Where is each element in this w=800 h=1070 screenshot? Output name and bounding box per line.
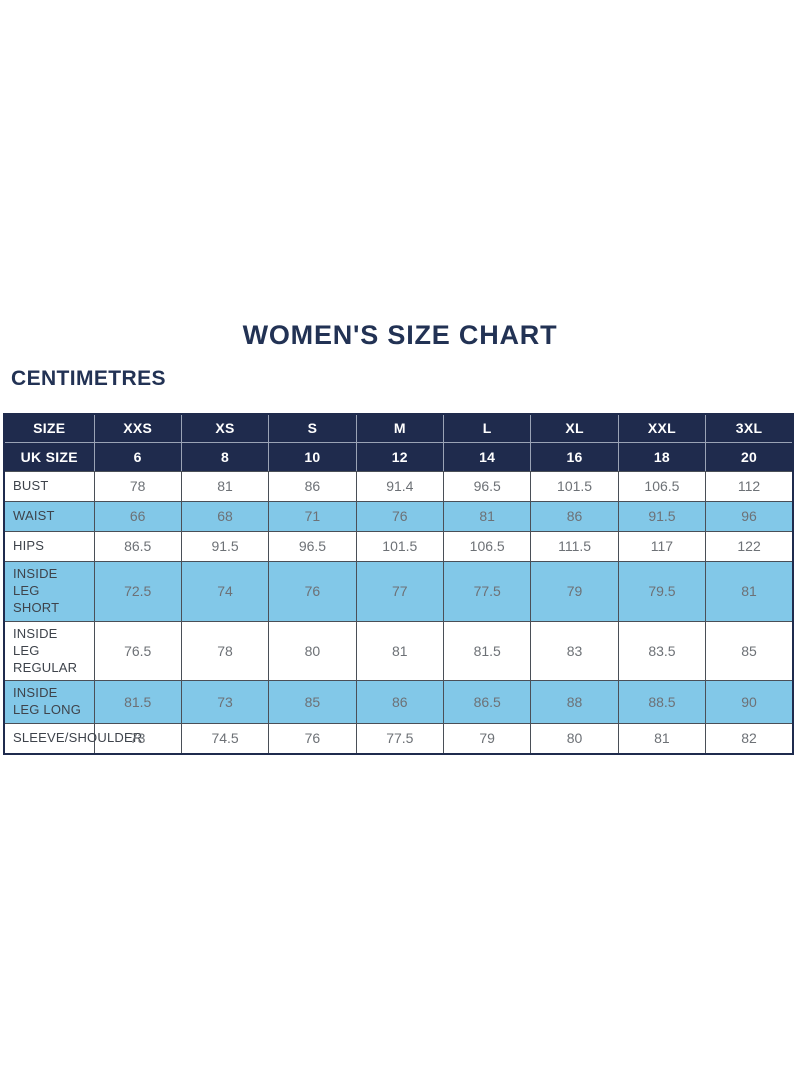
value-cell: 91.5 xyxy=(180,531,270,563)
value-cell: 91.4 xyxy=(355,471,445,503)
value-cell: 72.5 xyxy=(93,561,182,622)
value-cell: 81 xyxy=(180,471,270,503)
value-cell: 90 xyxy=(705,680,794,725)
value-cell: 77.5 xyxy=(442,561,532,622)
value-cell: 82 xyxy=(705,723,794,755)
value-cell: 73 xyxy=(93,723,182,755)
row-label: INSIDE LEG SHORT xyxy=(3,561,95,622)
size-header-cell: S xyxy=(268,413,357,444)
value-cell: 77 xyxy=(355,561,445,622)
value-cell: 76 xyxy=(355,501,445,533)
uk-size-cell: 16 xyxy=(530,442,619,473)
value-cell: 88.5 xyxy=(617,680,707,725)
value-cell: 66 xyxy=(93,501,182,533)
value-cell: 77.5 xyxy=(355,723,445,755)
value-cell: 122 xyxy=(705,531,794,563)
row-label: BUST xyxy=(3,471,95,503)
measurement-row: WAIST 66 68 71 76 81 86 91.5 96 xyxy=(3,501,794,533)
value-cell: 83.5 xyxy=(617,620,707,682)
value-cell: 111.5 xyxy=(530,531,619,563)
value-cell: 96 xyxy=(705,501,794,533)
size-table: SIZE XXS XS S M L XL XXL 3XL UK SIZE 6 8 10 12 14 16 18 2… xyxy=(3,412,794,755)
value-cell: 86 xyxy=(530,501,619,533)
row-label: HIPS xyxy=(3,531,95,563)
value-cell: 86 xyxy=(355,680,445,725)
value-cell: 81.5 xyxy=(93,680,182,725)
value-cell: 80 xyxy=(530,723,619,755)
uk-size-cell: 8 xyxy=(180,442,270,473)
page-title: WOMEN'S SIZE CHART xyxy=(242,320,558,350)
size-header-cell: M xyxy=(355,413,445,444)
value-cell: 106.5 xyxy=(617,471,707,503)
value-cell: 79 xyxy=(442,723,532,755)
value-cell: 81.5 xyxy=(442,620,532,682)
value-cell: 83 xyxy=(530,620,619,682)
value-cell: 101.5 xyxy=(530,471,619,503)
header-row-label: UK SIZE xyxy=(3,442,95,473)
size-table-body: BUST 78 81 86 91.4 96.5 101.5 106.5 112 WAIST 66 68… xyxy=(3,471,794,755)
uk-size-cell: 14 xyxy=(442,442,532,473)
value-cell: 76.5 xyxy=(93,620,182,682)
value-cell: 81 xyxy=(705,561,794,622)
value-cell: 74.5 xyxy=(180,723,270,755)
value-cell: 117 xyxy=(617,531,707,563)
value-cell: 96.5 xyxy=(268,531,357,563)
value-cell: 85 xyxy=(705,620,794,682)
value-cell: 86.5 xyxy=(93,531,182,563)
value-cell: 81 xyxy=(442,501,532,533)
measurement-row: INSIDE LEG REGULAR 76.5 78 80 81 81.5 83 83.5 85 xyxy=(3,620,794,682)
uk-size-cell: 18 xyxy=(617,442,707,473)
uk-size-cell: 6 xyxy=(93,442,182,473)
size-header-cell: XXL xyxy=(617,413,707,444)
header-row-label: SIZE xyxy=(3,413,95,444)
value-cell: 80 xyxy=(268,620,357,682)
value-cell: 81 xyxy=(617,723,707,755)
size-header-cell: XL xyxy=(530,413,619,444)
header-row: UK SIZE 6 8 10 12 14 16 18 20 xyxy=(3,442,794,473)
value-cell: 78 xyxy=(180,620,270,682)
value-cell: 76 xyxy=(268,561,357,622)
size-header-cell: XXS xyxy=(93,413,182,444)
uk-size-cell: 20 xyxy=(705,442,794,473)
size-header-cell: 3XL xyxy=(705,413,794,444)
size-header-cell: L xyxy=(442,413,532,444)
value-cell: 88 xyxy=(530,680,619,725)
measurement-row: INSIDE LEG LONG 81.5 73 85 86 86.5 88 88.5 90 xyxy=(3,680,794,725)
value-cell: 68 xyxy=(180,501,270,533)
value-cell: 73 xyxy=(180,680,270,725)
unit-label: CENTIMETRES xyxy=(11,367,166,391)
value-cell: 85 xyxy=(268,680,357,725)
value-cell: 78 xyxy=(93,471,182,503)
measurement-row: INSIDE LEG SHORT 72.5 74 76 77 77.5 79 79.5 81 xyxy=(3,561,794,622)
value-cell: 106.5 xyxy=(442,531,532,563)
value-cell: 91.5 xyxy=(617,501,707,533)
value-cell: 101.5 xyxy=(355,531,445,563)
value-cell: 86 xyxy=(268,471,357,503)
size-header-cell: XS xyxy=(180,413,270,444)
row-label: WAIST xyxy=(3,501,95,533)
row-label: INSIDE LEG REGULAR xyxy=(3,620,95,682)
value-cell: 79 xyxy=(530,561,619,622)
uk-size-cell: 12 xyxy=(355,442,445,473)
value-cell: 79.5 xyxy=(617,561,707,622)
measurement-row: BUST 78 81 86 91.4 96.5 101.5 106.5 112 xyxy=(3,471,794,503)
row-label: SLEEVE/SHOULDER xyxy=(3,723,142,755)
value-cell: 86.5 xyxy=(442,680,532,725)
value-cell: 71 xyxy=(268,501,357,533)
value-cell: 74 xyxy=(180,561,270,622)
measurement-row: HIPS 86.5 91.5 96.5 101.5 106.5 111.5 117 122 xyxy=(3,531,794,563)
row-label: INSIDE LEG LONG xyxy=(3,680,95,725)
header-row: SIZE XXS XS S M L XL XXL 3XL xyxy=(3,413,794,444)
size-table-head: SIZE XXS XS S M L XL XXL 3XL UK SIZE 6 8 10 12 14 16 18 2… xyxy=(3,413,794,473)
uk-size-cell: 10 xyxy=(268,442,357,473)
value-cell: 81 xyxy=(355,620,445,682)
measurement-row: SLEEVE/SHOULDER 73 74.5 76 77.5 79 80 81 82 xyxy=(3,723,794,755)
value-cell: 112 xyxy=(705,471,794,503)
value-cell: 96.5 xyxy=(442,471,532,503)
value-cell: 76 xyxy=(268,723,357,755)
